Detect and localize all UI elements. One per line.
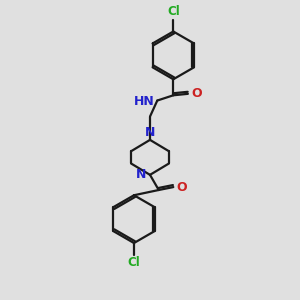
Text: HN: HN	[134, 95, 155, 109]
Text: O: O	[191, 87, 202, 100]
Text: Cl: Cl	[167, 5, 180, 18]
Text: O: O	[177, 181, 188, 194]
Text: N: N	[136, 168, 146, 181]
Text: N: N	[145, 126, 155, 139]
Text: Cl: Cl	[128, 256, 140, 269]
